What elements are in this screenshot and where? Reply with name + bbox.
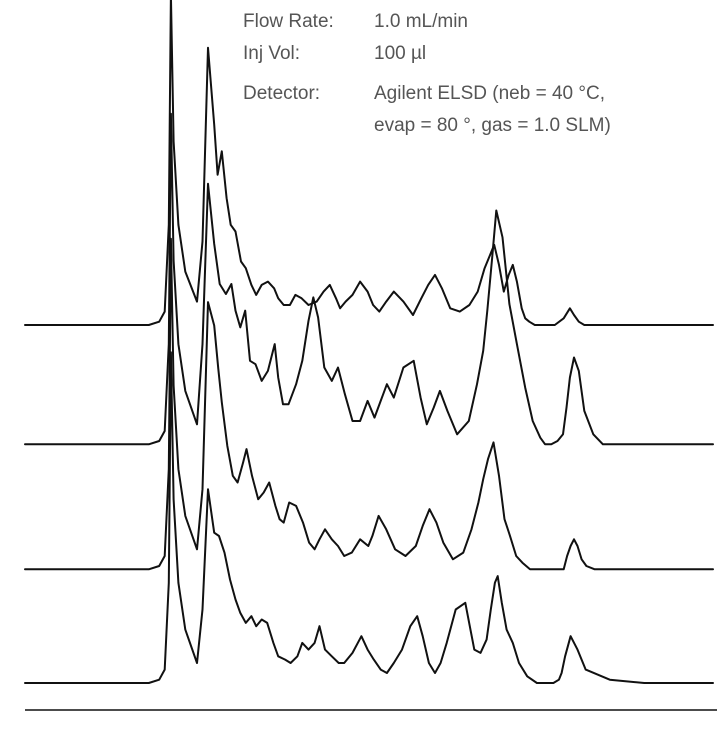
flow-rate-label: Flow Rate: xyxy=(243,11,334,32)
chromatogram-trace-2 xyxy=(24,112,714,446)
chromatogram-trace-3 xyxy=(24,237,714,571)
chromatogram-traces xyxy=(24,0,714,684)
detector-label: Detector: xyxy=(243,83,320,104)
detector-value-continued: evap = 80 °, gas = 1.0 SLM) xyxy=(374,115,611,136)
chromatogram-trace-1 xyxy=(24,0,714,326)
detector-value: Agilent ELSD (neb = 40 °C, xyxy=(374,83,605,104)
inj-vol-value: 100 µl xyxy=(374,43,426,64)
flow-rate-value: 1.0 mL/min xyxy=(374,11,468,32)
chromatogram-trace-4 xyxy=(24,351,714,684)
inj-vol-label: Inj Vol: xyxy=(243,43,300,64)
conditions-panel: Flow Rate: 1.0 mL/min Inj Vol: 100 µl De… xyxy=(243,11,611,136)
